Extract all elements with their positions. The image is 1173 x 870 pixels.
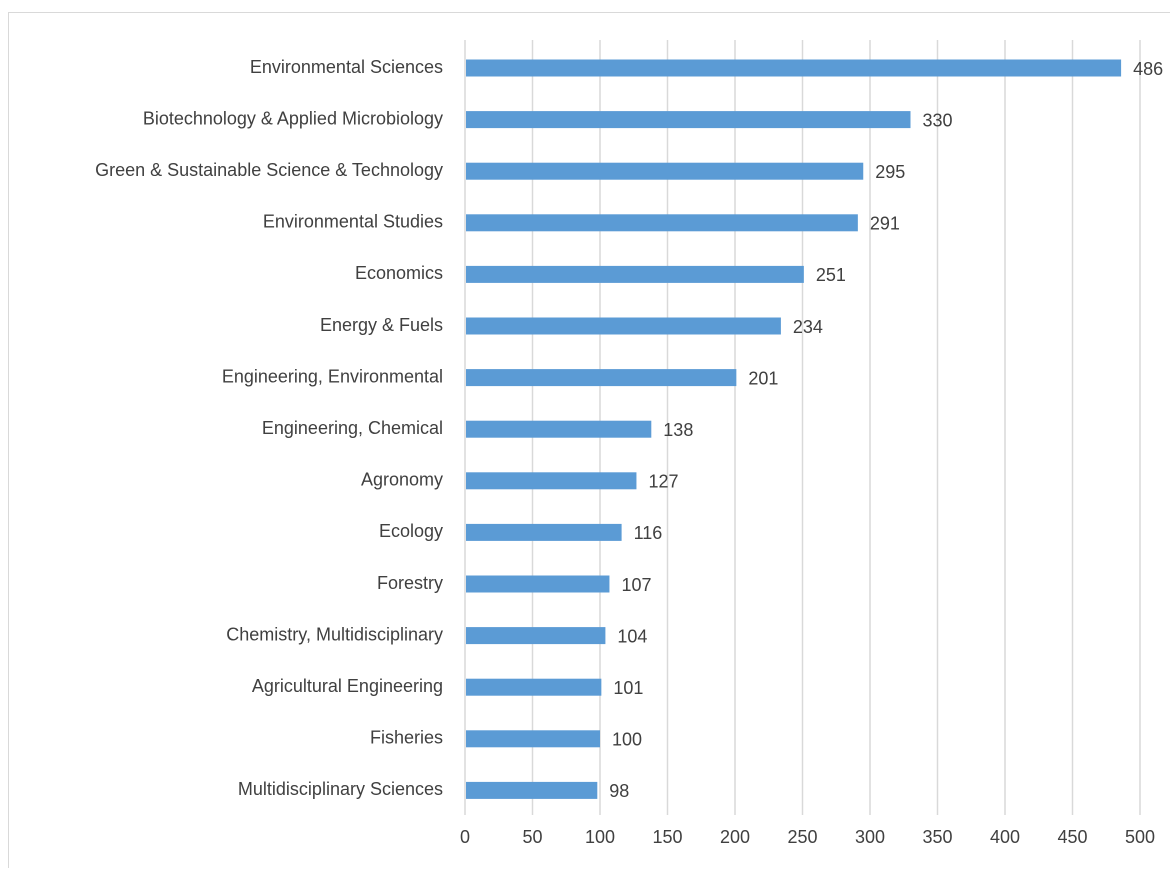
bar: [466, 162, 864, 180]
category-label: Fisheries: [370, 728, 443, 748]
chart-frame: [8, 12, 1170, 868]
bar: [466, 214, 858, 232]
x-tick-label: 500: [1125, 827, 1155, 847]
x-tick-label: 400: [990, 827, 1020, 847]
x-tick-label: 300: [855, 827, 885, 847]
category-labels: Environmental Sciences Biotechnology & Ap…: [95, 57, 443, 799]
data-label: 251: [816, 265, 846, 285]
category-label: Green & Sustainable Science & Technology: [95, 160, 443, 180]
value-labels: 486 330 295 291 251 234 201 138 127 116 107 104 101 1…: [609, 59, 1163, 801]
data-label: 330: [923, 110, 953, 130]
x-axis-tick-labels: 0 50 100 150 200 250 300 350 400 450 500: [460, 827, 1155, 847]
category-label: Engineering, Chemical: [262, 418, 443, 438]
x-tick-label: 50: [522, 827, 542, 847]
data-label: 486: [1133, 59, 1163, 79]
x-tick-label: 350: [922, 827, 952, 847]
bar: [466, 678, 602, 696]
bar: [466, 317, 781, 335]
bar: [466, 781, 598, 799]
category-label: Agricultural Engineering: [252, 676, 443, 696]
category-label: Energy & Fuels: [320, 315, 443, 335]
data-label: 291: [870, 214, 900, 234]
category-label: Chemistry, Multidisciplinary: [226, 624, 443, 644]
category-label: Economics: [355, 263, 443, 283]
category-label: Multidisciplinary Sciences: [238, 779, 443, 799]
data-label: 100: [612, 730, 642, 750]
x-tick-label: 0: [460, 827, 470, 847]
x-tick-label: 100: [585, 827, 615, 847]
category-label: Forestry: [377, 573, 443, 593]
category-label: Agronomy: [361, 470, 443, 490]
bar: [466, 369, 737, 387]
data-label: 101: [613, 678, 643, 698]
x-tick-label: 200: [720, 827, 750, 847]
bar: [466, 59, 1122, 77]
data-label: 295: [875, 162, 905, 182]
data-label: 138: [663, 420, 693, 440]
data-label: 116: [634, 523, 663, 543]
x-tick-label: 150: [652, 827, 682, 847]
x-tick-label: 450: [1057, 827, 1087, 847]
category-label: Environmental Sciences: [250, 57, 443, 77]
bar: [466, 420, 652, 438]
category-label: Engineering, Environmental: [222, 366, 443, 386]
data-label: 201: [748, 368, 778, 388]
data-label: 98: [609, 781, 629, 801]
bar: [466, 627, 606, 645]
bar: [466, 575, 610, 593]
data-label: 127: [648, 472, 678, 492]
bar: [466, 730, 600, 748]
category-label: Environmental Studies: [263, 212, 443, 232]
bar: [466, 472, 637, 490]
bar: [466, 523, 622, 541]
x-tick-label: 250: [787, 827, 817, 847]
bar: [466, 265, 804, 283]
category-label: Biotechnology & Applied Microbiology: [143, 108, 443, 128]
bars: [466, 59, 1122, 799]
category-label: Ecology: [379, 521, 443, 541]
data-label: 234: [793, 317, 823, 337]
data-label: 104: [617, 626, 647, 646]
data-label: 107: [621, 575, 651, 595]
bar: [466, 111, 911, 129]
